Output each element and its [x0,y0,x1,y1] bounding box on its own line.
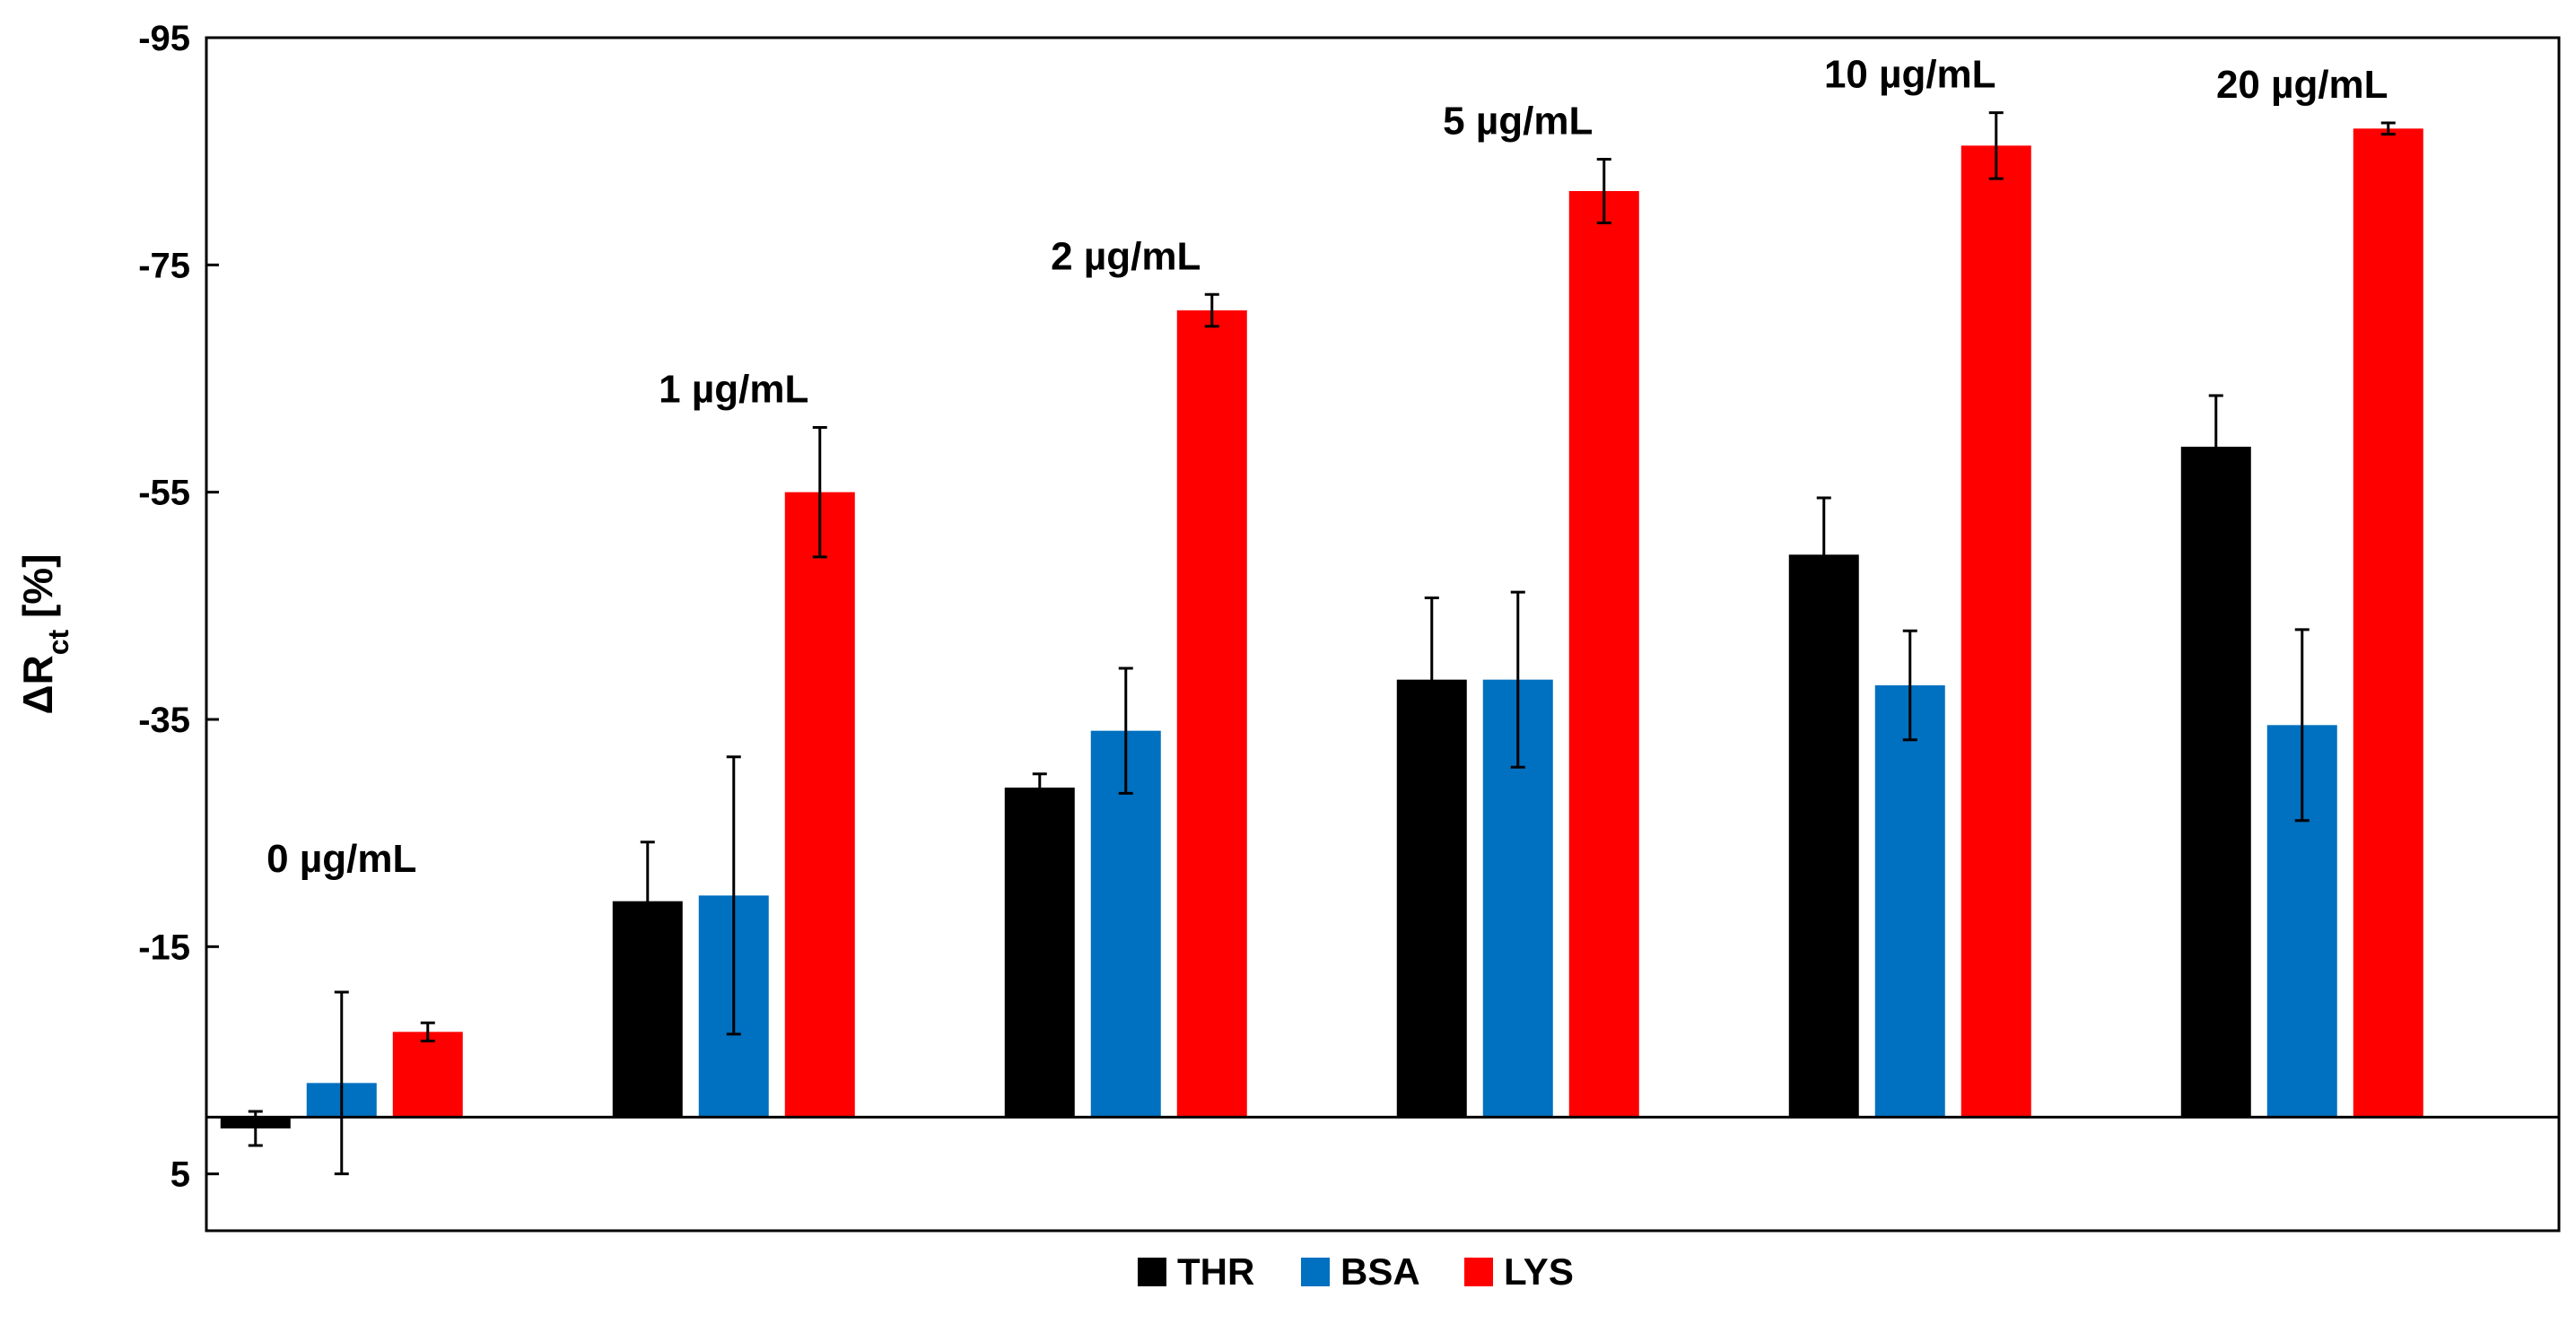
y-tick-label: -75 [138,246,190,285]
group-label: 5 µg/mL [1443,100,1593,144]
group-label: 1 µg/mL [659,367,808,411]
legend-swatch-thr [1138,1258,1166,1286]
group-label: 10 µg/mL [1824,53,1996,97]
legend-label-bsa: BSA [1340,1250,1420,1293]
legend-label-lys: LYS [1504,1250,1574,1293]
y-tick-label: -55 [138,474,190,513]
group-label: 2 µg/mL [1051,234,1201,278]
bar-bsa [1090,730,1161,1118]
y-tick-label: -35 [138,701,190,740]
y-tick-label: -15 [138,928,190,967]
bar-lys [1568,191,1639,1118]
y-tick-label: 5 [170,1155,190,1195]
bar-lys [784,492,855,1118]
bar-thr [2180,447,2251,1118]
bar-bsa [1874,685,1945,1118]
legend-swatch-bsa [1301,1258,1330,1286]
legend-label-thr: THR [1177,1250,1254,1293]
group-label: 0 µg/mL [266,837,416,881]
y-axis-title-subscript: ct [42,629,74,655]
legend-swatch-lys [1464,1258,1493,1286]
bar-lys [2353,128,2423,1118]
y-axis-title: ΔRct [%] [14,553,74,714]
plot-frame [205,36,2561,1233]
group-label: 20 µg/mL [2216,63,2388,107]
bar-lys [392,1032,463,1118]
bar-thr [1004,788,1075,1118]
y-tick-label: -95 [138,19,190,58]
y-axis-title-unit: [%] [14,553,61,629]
bar-lys [1960,145,2031,1118]
y-axis-title-main: ΔR [14,655,61,714]
bar-lys [1176,310,1247,1118]
bar-thr [1788,554,1859,1118]
